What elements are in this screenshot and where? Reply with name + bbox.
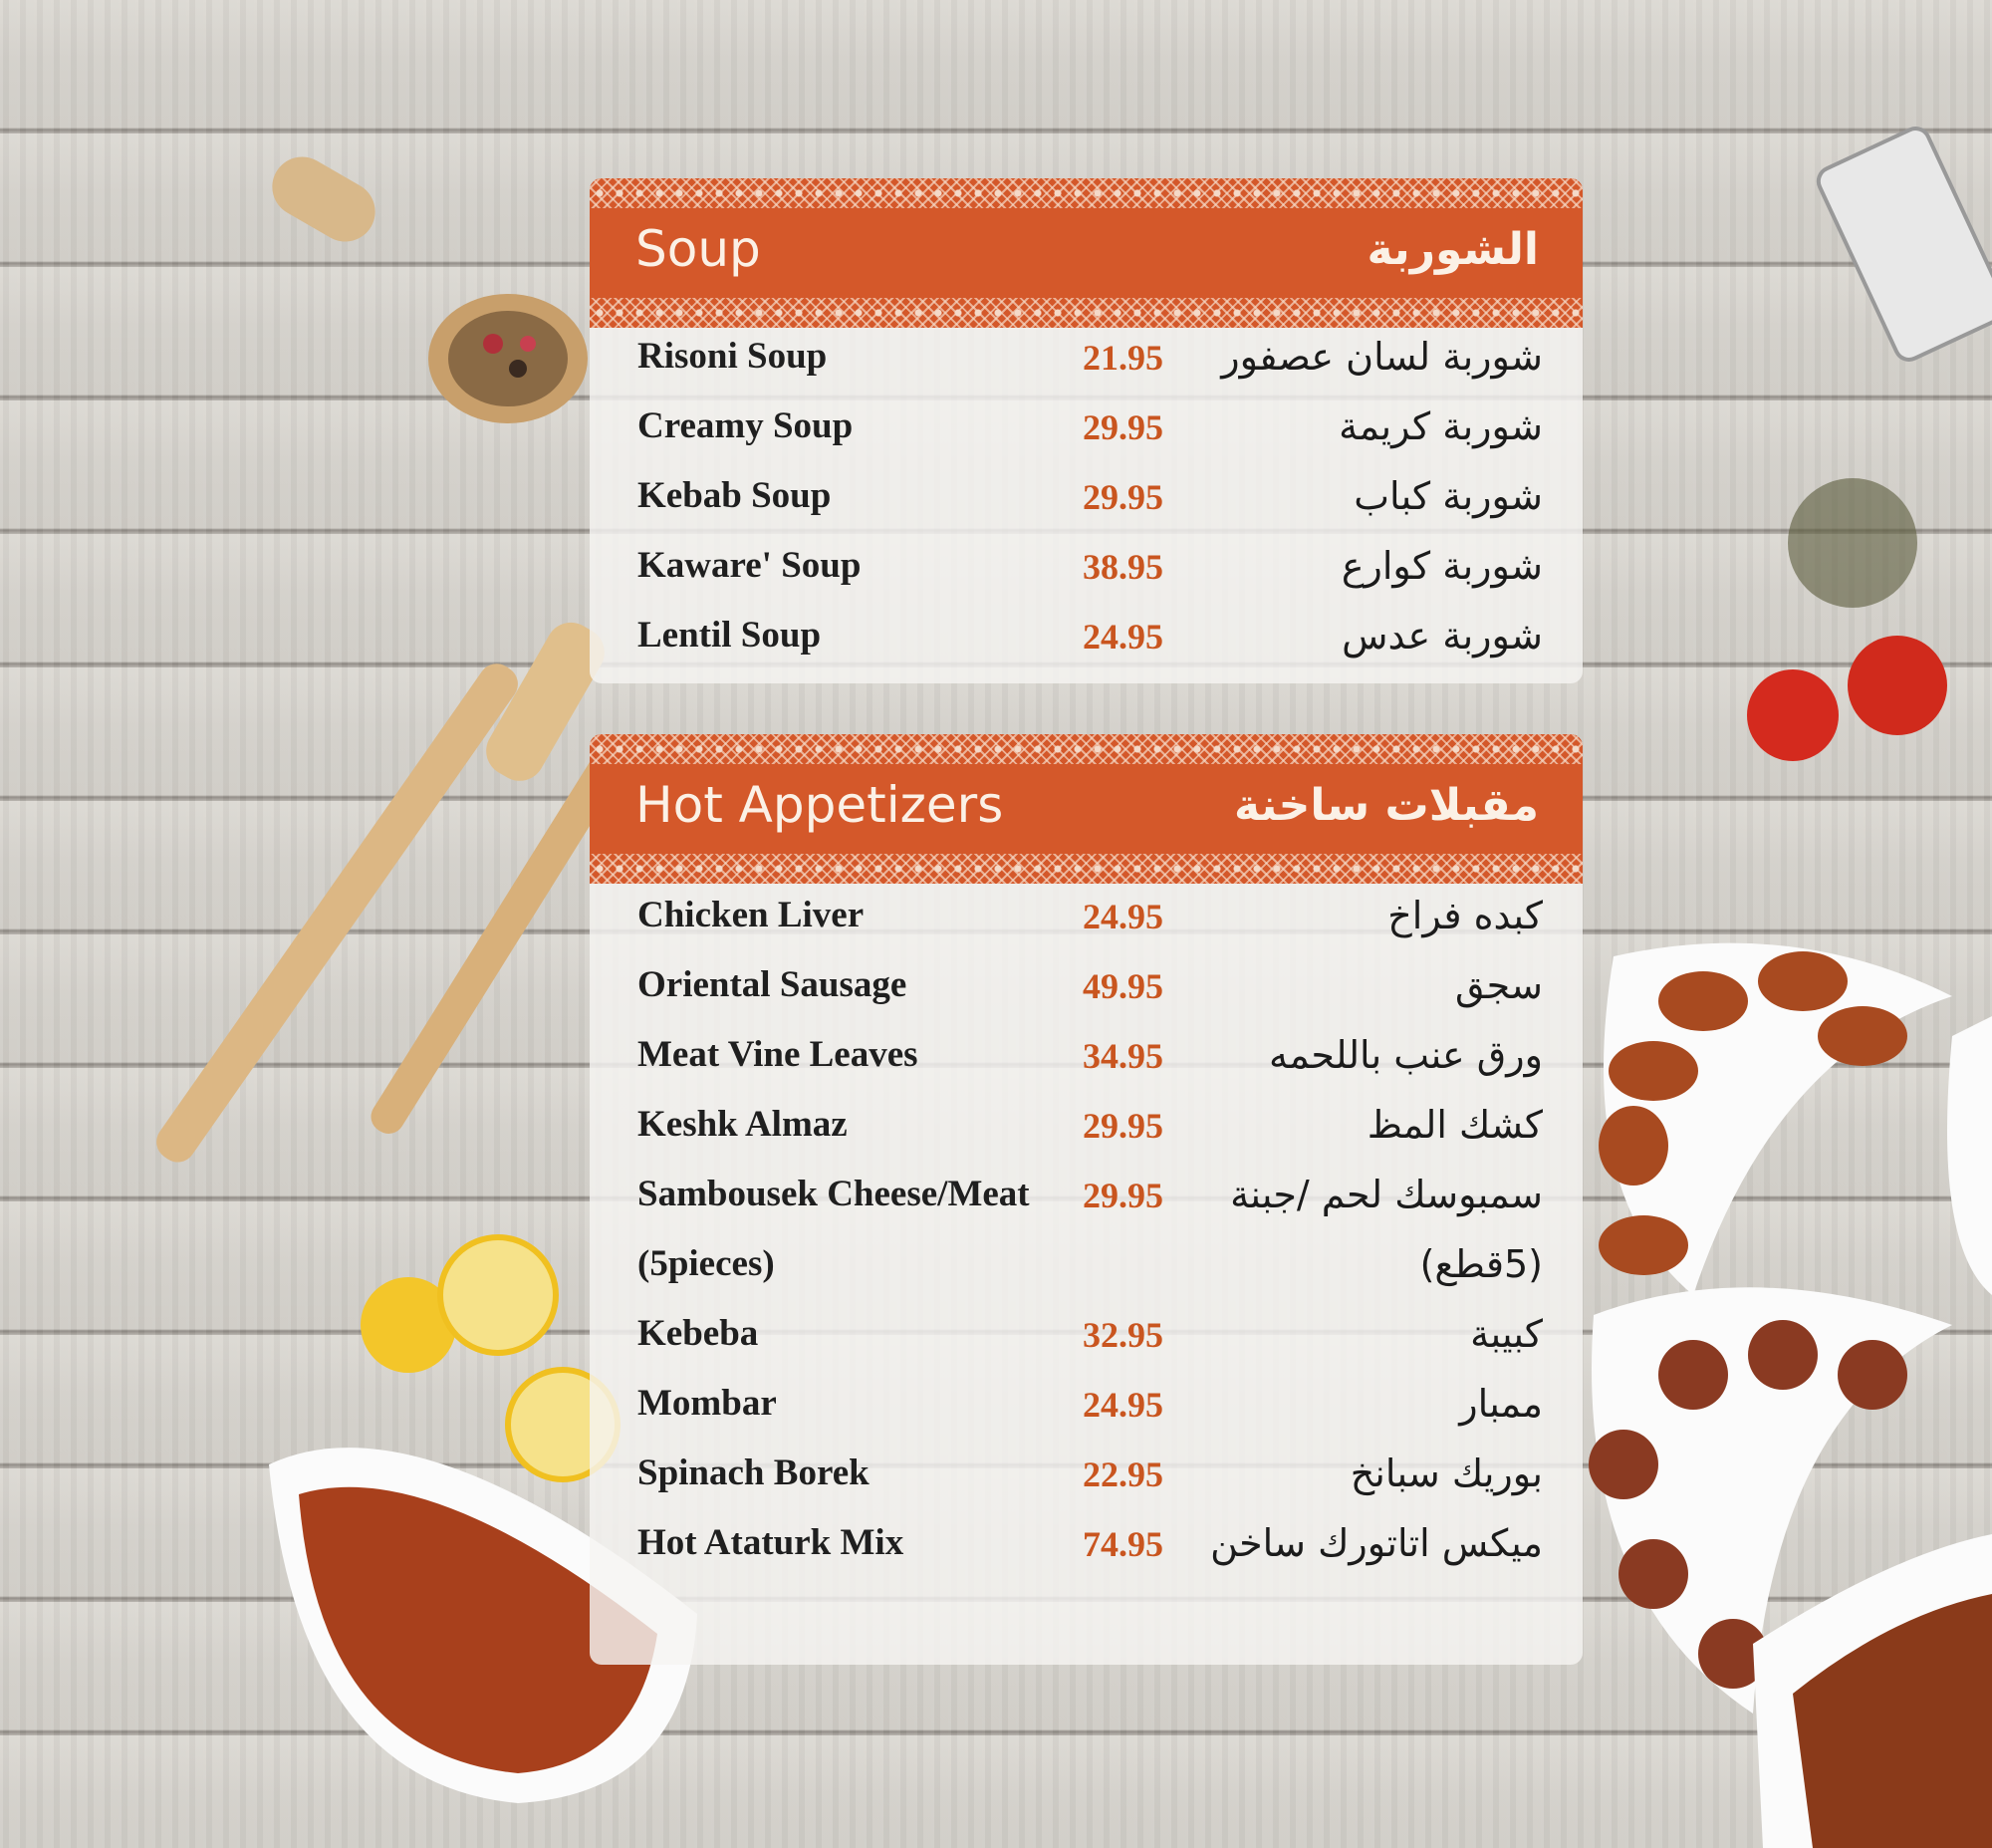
item-name-arabic: شوربة كريمة <box>1339 404 1543 448</box>
menu-item: Spinach Borek 22.95 بوريك سبانخ <box>590 1452 1583 1511</box>
item-name: Meat Vine Leaves <box>637 1034 918 1075</box>
item-name-arabic: شوربة كباب <box>1354 474 1543 518</box>
item-price: 29.95 <box>1083 477 1163 517</box>
item-price: 34.95 <box>1083 1036 1163 1076</box>
menu-item: Mombar 24.95 ممبار <box>590 1382 1583 1442</box>
item-name: Kebab Soup <box>637 475 832 516</box>
item-price: 32.95 <box>1083 1315 1163 1355</box>
item-name-arabic: ممبار <box>1459 1382 1543 1426</box>
menu-item: Kaware' Soup 38.95 شوربة كوارع <box>590 544 1583 604</box>
herbs-icon <box>1788 478 1917 608</box>
item-name-arabic: شوربة كوارع <box>1341 544 1543 588</box>
header-pattern-top <box>590 734 1583 764</box>
section-title: Soup <box>635 220 761 278</box>
item-name-arabic: بوريك سبانخ <box>1350 1452 1543 1495</box>
menu-item: Creamy Soup 29.95 شوربة كريمة <box>590 404 1583 464</box>
section-title: Hot Appetizers <box>635 776 1004 834</box>
item-price: 38.95 <box>1083 547 1163 587</box>
item-name: Sambousek Cheese/Meat <box>637 1174 1030 1214</box>
item-price: 24.95 <box>1083 1385 1163 1425</box>
salt-shaker-icon <box>1816 127 1992 362</box>
menu-item: Sambousek Cheese/Meat 29.95 سمبوسك لحم /جب… <box>590 1173 1583 1232</box>
soup-section: Soup الشوربة Risoni Soup 21.95 شوربة لسان … <box>590 178 1583 683</box>
item-name: Spinach Borek <box>637 1452 870 1493</box>
section-title-arabic: الشوربة <box>1367 224 1540 275</box>
sausage-dish-icon <box>269 1448 697 1803</box>
item-name-arabic: (5قطع) <box>1419 1242 1543 1286</box>
item-price: 29.95 <box>1083 1106 1163 1146</box>
menu-item: Chicken Liver 24.95 كبده فراخ <box>590 894 1583 953</box>
item-price: 24.95 <box>1083 617 1163 657</box>
item-price: 29.95 <box>1083 1176 1163 1215</box>
menu-item: Kebeba 32.95 كبيبة <box>590 1312 1583 1372</box>
menu-item: Keshk Almaz 29.95 كشك المظ <box>590 1103 1583 1163</box>
item-name-arabic: كبده فراخ <box>1387 894 1543 937</box>
item-name: Kebeba <box>637 1313 759 1354</box>
lemons-icon <box>361 1234 621 1482</box>
item-name: Kaware' Soup <box>637 545 862 586</box>
item-price: 22.95 <box>1083 1454 1163 1494</box>
section-header: Hot Appetizers مقبلات ساخنة <box>590 734 1583 884</box>
header-pattern-bottom <box>590 298 1583 328</box>
item-name: Oriental Sausage <box>637 964 907 1005</box>
item-name: Mombar <box>637 1383 777 1424</box>
menu-item: Oriental Sausage 49.95 سجق <box>590 963 1583 1023</box>
header-pattern-top <box>590 178 1583 208</box>
item-name: Chicken Liver <box>637 895 865 935</box>
item-name-arabic: كبيبة <box>1470 1312 1543 1356</box>
item-price: 74.95 <box>1083 1524 1163 1564</box>
menu-item: Meat Vine Leaves 34.95 ورق عنب باللحمه <box>590 1033 1583 1093</box>
item-name-arabic: سجق <box>1454 963 1543 1007</box>
item-name-arabic: كشك المظ <box>1367 1103 1543 1147</box>
hot-appetizers-section: Hot Appetizers مقبلات ساخنة Chicken Live… <box>590 734 1583 1665</box>
item-price: 49.95 <box>1083 966 1163 1006</box>
item-name: Lentil Soup <box>637 615 822 656</box>
wooden-scoop-icon <box>272 156 588 423</box>
wooden-spatula-icon <box>156 622 625 1163</box>
menu-item: Kebab Soup 29.95 شوربة كباب <box>590 474 1583 534</box>
menu-item: (5pieces) (5قطع) <box>590 1242 1583 1302</box>
item-name-arabic: شوربة عدس <box>1342 614 1543 658</box>
item-name-arabic: شوربة لسان عصفور <box>1221 335 1543 379</box>
tomatoes-icon <box>1747 636 1947 761</box>
item-price: 29.95 <box>1083 407 1163 447</box>
menu-item: Risoni Soup 21.95 شوربة لسان عصفور <box>590 335 1583 395</box>
mixed-dish-icon <box>1589 1016 1992 1848</box>
kibbeh-dish-icon <box>1599 942 1952 1295</box>
item-name: (5pieces) <box>637 1243 775 1284</box>
item-name: Risoni Soup <box>637 336 828 377</box>
item-price: 21.95 <box>1083 338 1163 378</box>
item-name-arabic: سمبوسك لحم /جبنة <box>1230 1173 1543 1216</box>
header-pattern-bottom <box>590 854 1583 884</box>
item-price: 24.95 <box>1083 897 1163 936</box>
item-name: Hot Ataturk Mix <box>637 1522 904 1563</box>
section-title-arabic: مقبلات ساخنة <box>1234 780 1539 831</box>
item-name: Keshk Almaz <box>637 1104 848 1145</box>
item-name-arabic: ميكس اتاتورك ساخن <box>1210 1521 1543 1565</box>
menu-item: Hot Ataturk Mix 74.95 ميكس اتاتورك ساخن <box>590 1521 1583 1581</box>
item-name: Creamy Soup <box>637 405 854 446</box>
section-header: Soup الشوربة <box>590 178 1583 328</box>
item-name-arabic: ورق عنب باللحمه <box>1269 1033 1543 1077</box>
menu-item: Lentil Soup 24.95 شوربة عدس <box>590 614 1583 673</box>
